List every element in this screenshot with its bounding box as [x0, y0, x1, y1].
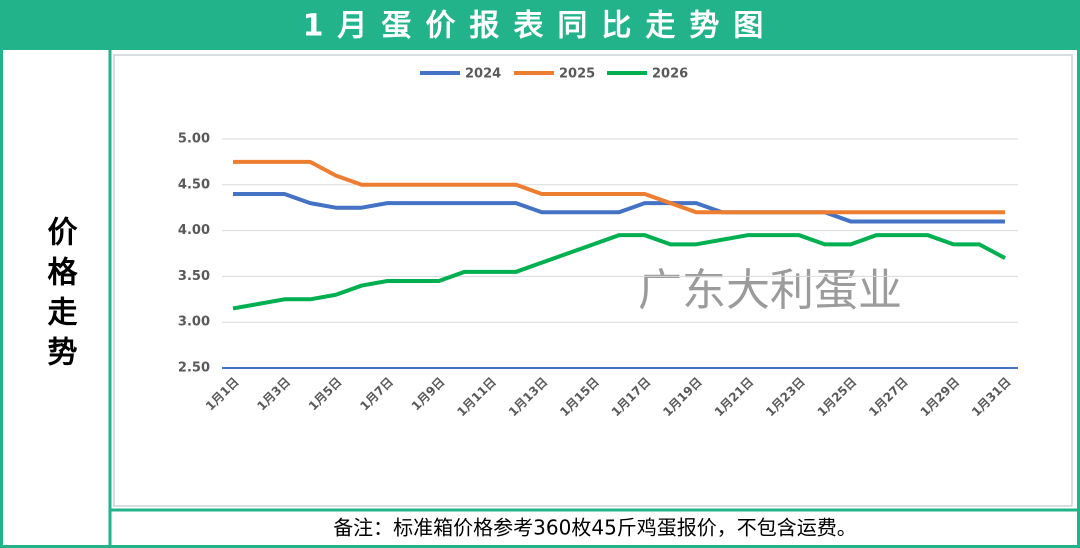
header — [0, 0, 1080, 50]
y-label: 价格走势 — [42, 216, 78, 376]
series-line — [233, 191, 1005, 224]
y-tick-label: 4.50 — [178, 177, 210, 192]
legend-label: 2024 — [465, 67, 501, 82]
title: 1月蛋价报表同比走势图 — [303, 9, 778, 44]
y-tick-label: 4.00 — [178, 223, 210, 238]
watermark: 广东大利蛋业 — [638, 265, 902, 316]
y-tick-label: 5.00 — [178, 132, 210, 147]
note: 备注：标准箱价格参考360枚45斤鸡蛋报价，不包含运费。 — [333, 516, 857, 540]
y-tick-label: 3.50 — [178, 269, 210, 284]
y-tick-label: 2.50 — [178, 361, 210, 376]
chart-area — [113, 54, 1073, 507]
series-line — [232, 233, 1006, 311]
series-line — [233, 159, 1005, 215]
y-tick-label: 3.00 — [178, 315, 210, 330]
legend-label: 2026 — [652, 67, 688, 82]
legend-label: 2025 — [559, 67, 595, 82]
